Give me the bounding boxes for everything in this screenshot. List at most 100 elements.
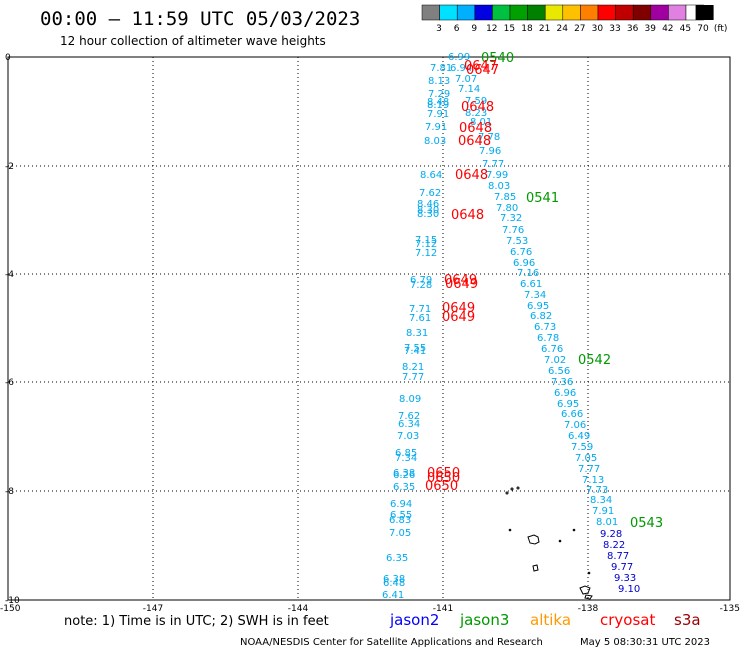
pass-time-label: 0649 [445, 277, 478, 292]
graticule [8, 57, 730, 600]
scale-label: 27 [574, 24, 585, 34]
scale-swatch [439, 4, 458, 21]
wave-height-label: 7.71 [409, 304, 431, 315]
satellite-s3a: s3a [674, 611, 701, 629]
scale-swatch [695, 5, 714, 20]
wave-height-label: 7.59 [465, 96, 487, 107]
wave-height-label: 9.77 [611, 562, 633, 573]
wave-height-label: 6.56 [548, 366, 570, 377]
scale-label: 70 [697, 24, 709, 34]
lon-label: -147 [143, 604, 163, 614]
pass-time-label: 0540 [481, 51, 514, 66]
wave-height-label: 8.64 [420, 170, 442, 181]
wave-height-label: 8.21 [402, 362, 424, 373]
scale-label: 18 [521, 24, 533, 34]
wave-height-label: 6.66 [561, 409, 583, 420]
wave-height-label: 7.91 [425, 122, 447, 133]
satellite-legend: jason2 jason3 altika cryosat s3a [389, 611, 701, 629]
wave-height-label: 6.38 [393, 468, 415, 479]
axis-labels: 0 -2 -4 -6 -8 -10-150 -147 -144 -141 -138 -135 [0, 53, 740, 614]
pass-time-label: 0648 [458, 134, 491, 149]
pass-time-label: 0649 [444, 273, 477, 288]
lon-label: -135 [720, 604, 740, 614]
pass-time-label: 0542 [578, 353, 611, 368]
wave-height-label: 6.76 [541, 344, 563, 355]
scale-label: 21 [539, 24, 550, 34]
wave-height-label: 8.77 [607, 551, 629, 562]
scale-swatch [544, 4, 564, 21]
scale-swatch [650, 4, 669, 21]
wave-height-label: 7.81 [430, 63, 452, 74]
wave-height-label: 7.41 [404, 346, 426, 357]
wave-height-label: 6.96 [513, 258, 535, 269]
pass-time-label: 0650 [427, 471, 460, 486]
wave-height-label: 8.30 [417, 205, 439, 216]
wave-height-label: 7.62 [398, 411, 420, 422]
wave-height-label: 6.95 [527, 301, 549, 312]
scale-swatch [615, 4, 634, 21]
lat-label: -4 [5, 270, 14, 280]
lat-label: 0 [5, 53, 11, 63]
pass-time-label: 0647 [464, 59, 497, 74]
wave-height-label: 6.94 [390, 499, 412, 510]
wave-height-label: 6.76 [510, 247, 532, 258]
satellite-cryosat: cryosat [600, 611, 655, 629]
lon-label: -144 [288, 604, 309, 614]
lon-label: -150 [0, 604, 21, 614]
scale-label: 39 [644, 24, 656, 34]
map-title: 00:00 – 11:59 UTC 05/03/2023 [40, 8, 360, 30]
pass-time-label: 0650 [427, 466, 460, 481]
pass-time-label: 0650 [425, 479, 458, 494]
wave-height-label: 7.13 [582, 475, 604, 486]
map-subtitle: 12 hour collection of altimeter wave hei… [60, 34, 326, 48]
wave-height-label: 7.34 [395, 453, 417, 464]
wave-height-label: 7.62 [419, 188, 441, 199]
wave-height-labels: 6.997.147.598.238.017.787.967.777.998.03… [382, 51, 663, 601]
lat-label: -8 [5, 487, 14, 497]
pass-time-label: 0648 [455, 168, 488, 183]
scale-swatch [597, 4, 616, 21]
scale-label: 45 [680, 24, 691, 34]
wave-height-label: 6.49 [568, 431, 590, 442]
wave-height-label: 8.13 [428, 76, 450, 87]
scale-label: 9 [471, 24, 477, 34]
wave-height-label: 6.61 [520, 279, 542, 290]
pass-time-label: 0543 [630, 516, 663, 531]
scale-swatch [421, 4, 440, 21]
wave-height-label: 7.85 [494, 192, 516, 203]
wave-height-label: 7.73 [586, 485, 608, 496]
wave-height-label: 6.48 [383, 578, 405, 589]
satellite-jason3: jason3 [459, 611, 509, 629]
wave-height-label: 7.77 [402, 372, 424, 383]
wave-height-label: 6.55 [390, 510, 412, 521]
scale-label: 24 [556, 24, 568, 34]
wave-height-label: 7.05 [575, 453, 597, 464]
satellite-jason2: jason2 [389, 611, 439, 629]
scale-swatch [456, 4, 476, 21]
wave-height-label: 6.26 [393, 470, 415, 481]
scale-swatch [492, 4, 511, 21]
wave-height-label: 7.96 [479, 146, 501, 157]
wave-height-label: 8.30 [417, 209, 439, 220]
wave-height-label: 7.61 [409, 313, 431, 324]
wave-height-label: 6.35 [386, 553, 408, 564]
pass-time-label: 0648 [451, 208, 484, 223]
islands [505, 486, 593, 600]
wave-height-label: 6.95 [557, 399, 579, 410]
wave-height-label: 8.03 [424, 136, 446, 147]
wave-height-label: 7.03 [397, 431, 419, 442]
scale-swatch [474, 4, 493, 21]
wave-height-label: 8.01 [596, 517, 618, 528]
wave-height-label: 8.48 [427, 97, 449, 108]
wave-height-label: 7.15 [415, 235, 437, 246]
wave-height-label: 9.28 [600, 529, 622, 540]
scale-label: 12 [486, 24, 497, 34]
pass-time-label: 0648 [459, 121, 492, 136]
scale-label: 36 [627, 24, 639, 34]
scale-swatch [527, 4, 546, 21]
wave-height-label: 6.34 [398, 419, 420, 430]
wave-height-label: 8.03 [488, 181, 510, 192]
scale-label: 42 [662, 24, 673, 34]
wave-height-label: 6.41 [382, 590, 404, 601]
wave-height-label: 8.34 [590, 495, 612, 506]
